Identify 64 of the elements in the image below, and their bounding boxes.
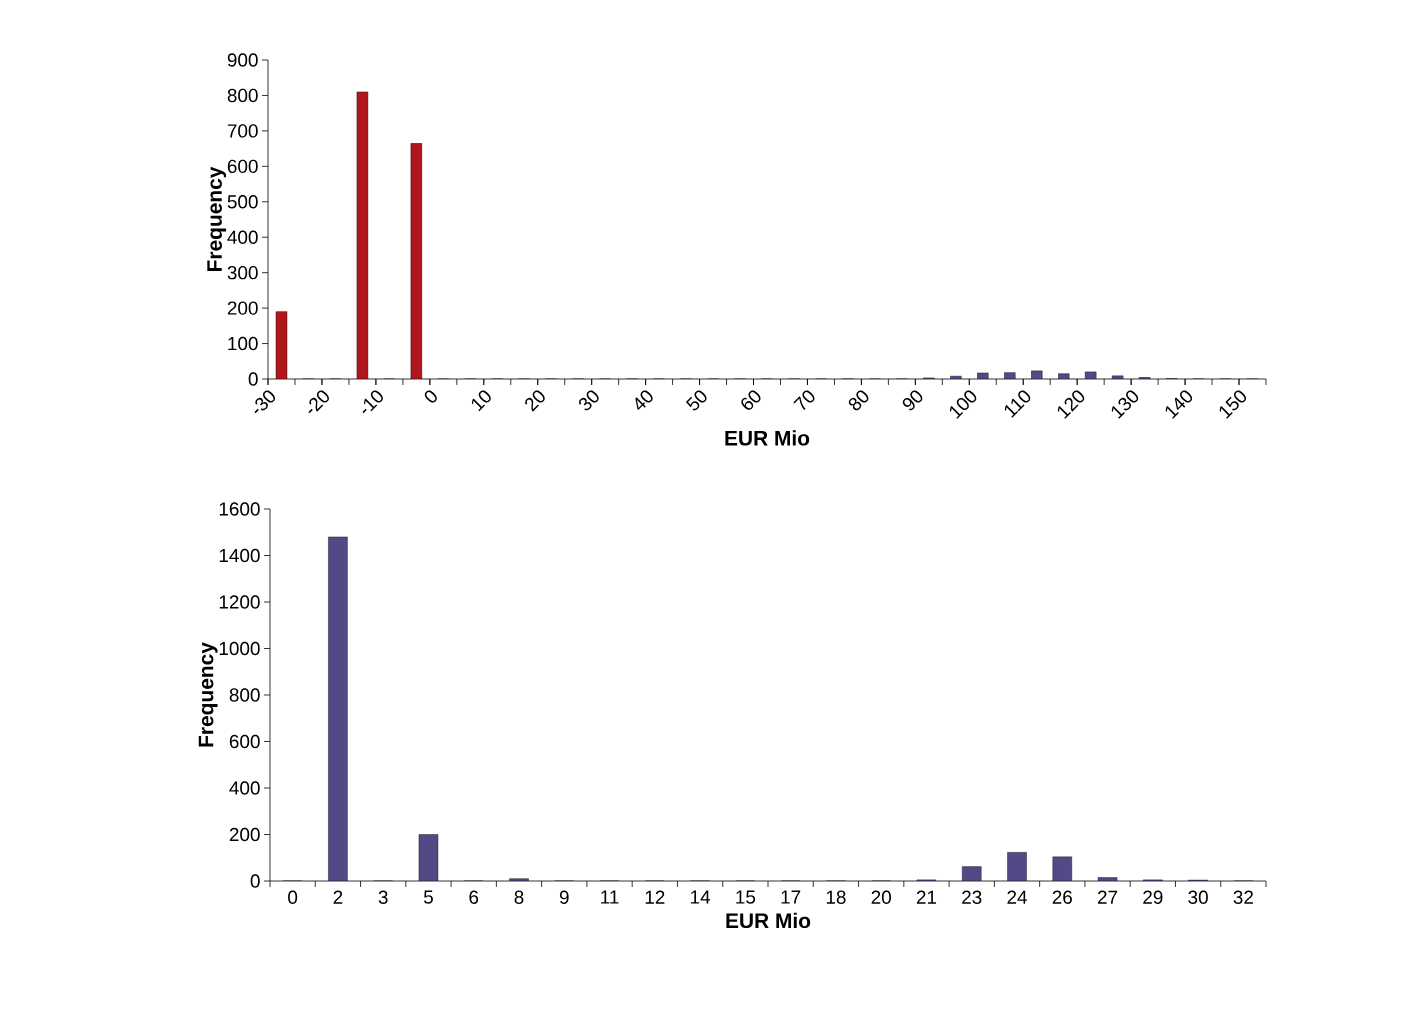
x-tick-label: 5 — [423, 890, 433, 904]
x-tick-label: 11 — [601, 890, 619, 904]
y-tick-label: 1000 — [219, 641, 260, 656]
x-tick-label: 90 — [902, 390, 923, 411]
y-tick-label: 700 — [227, 124, 258, 138]
y-tick-label: 300 — [227, 265, 258, 280]
x-tick-label: 15 — [736, 890, 756, 904]
x-tick-label: 14 — [691, 890, 711, 904]
x-tick-label: 50 — [685, 390, 707, 411]
y-tick-label: 0 — [250, 874, 260, 888]
y-axis-title: Frequency — [207, 166, 227, 271]
x-tick-label: -30 — [254, 390, 275, 414]
x-tick-label: 30 — [1188, 890, 1208, 904]
y-tick-label: 1400 — [219, 548, 260, 563]
x-tick-label: 20 — [525, 390, 545, 412]
x-tick-label: 17 — [781, 890, 801, 904]
y-tick-label: 500 — [227, 195, 258, 209]
x-tick-label: 32 — [1233, 890, 1253, 904]
x-tick-label: 130 — [1111, 390, 1139, 419]
x-tick-label: -20 — [308, 390, 329, 414]
x-tick-label: 150 — [1219, 390, 1247, 419]
y-tick-label: 400 — [227, 230, 258, 244]
x-tick-label: 100 — [949, 390, 977, 419]
x-tick-label: 24 — [1007, 890, 1027, 904]
x-tick-label: 23 — [962, 890, 982, 904]
x-tick-label: 120 — [1057, 390, 1085, 419]
x-tick-label: 29 — [1143, 890, 1163, 904]
y-axis-title: Frequency — [198, 642, 218, 747]
x-tick-label: 10 — [471, 390, 491, 412]
y-tick-label: 1600 — [219, 502, 260, 516]
y-tick-label: 200 — [227, 301, 258, 315]
x-tick-label: 60 — [741, 390, 761, 410]
x-tick-label: 6 — [469, 890, 479, 904]
x-tick-label: 80 — [848, 390, 869, 411]
y-tick-label: 800 — [229, 688, 260, 702]
x-axis-title: EUR Mio — [725, 430, 810, 446]
x-tick-label: 0 — [424, 390, 437, 403]
x-tick-label: 30 — [579, 390, 599, 411]
x-tick-label: 18 — [826, 890, 846, 904]
x-tick-label: 70 — [793, 390, 815, 410]
x-tick-label: 110 — [1004, 390, 1031, 418]
x-tick-label: -10 — [362, 390, 383, 414]
y-tick-label: 900 — [227, 53, 258, 67]
x-tick-label: 40 — [635, 390, 653, 410]
x-tick-label: 27 — [1097, 890, 1118, 904]
x-tick-label: 140 — [1165, 390, 1193, 419]
x-tick-label: 3 — [378, 890, 388, 904]
x-tick-label: 0 — [288, 890, 298, 904]
x-tick-label: 12 — [645, 890, 665, 904]
y-tick-label: 600 — [227, 159, 258, 174]
x-tick-label: 26 — [1052, 890, 1072, 904]
y-tick-label: 1200 — [219, 595, 260, 609]
x-axis-title: EUR Mio — [726, 912, 811, 929]
y-tick-label: 600 — [229, 734, 260, 749]
x-tick-label: 8 — [514, 890, 524, 904]
y-tick-label: 0 — [248, 372, 258, 386]
y-tick-label: 200 — [229, 827, 260, 842]
y-tick-label: 800 — [227, 88, 258, 103]
x-tick-label: 21 — [916, 890, 937, 904]
y-tick-label: 400 — [229, 781, 260, 795]
x-tick-label: 2 — [333, 890, 343, 904]
x-tick-label: 9 — [559, 890, 569, 904]
y-tick-label: 100 — [228, 336, 258, 351]
x-tick-label: 20 — [871, 890, 891, 904]
